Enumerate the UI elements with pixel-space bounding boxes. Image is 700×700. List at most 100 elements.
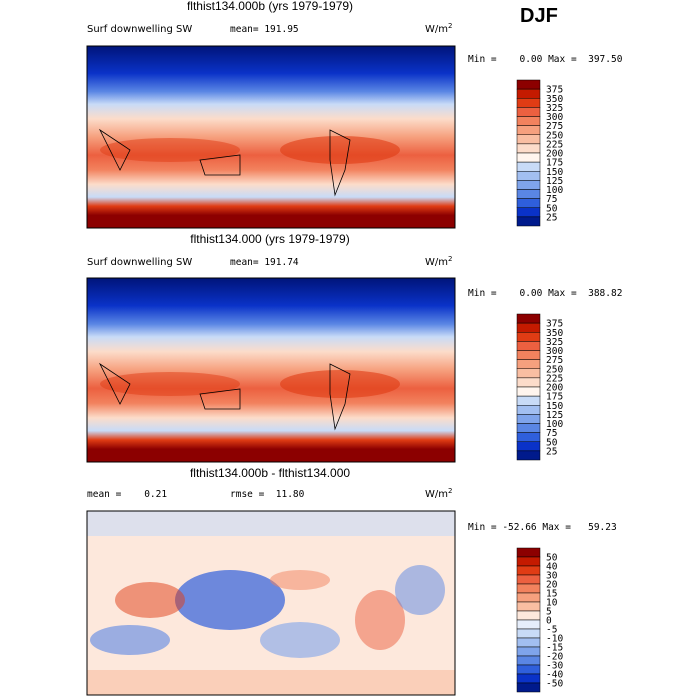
- colorbar-label: 275: [546, 121, 563, 132]
- units: W/m2: [425, 487, 452, 500]
- season: DJF: [520, 5, 558, 27]
- colorbar-box: [516, 395, 541, 406]
- colorbar-box: [516, 143, 541, 154]
- colorbar-box: [516, 682, 541, 693]
- panel-title: flthist134.000 (yrs 1979-1979): [190, 232, 349, 246]
- colorbar-label: 250: [546, 130, 563, 141]
- units-power: 2: [448, 255, 452, 263]
- colorbar-label: 100: [546, 419, 563, 430]
- colorbar-label: 15: [546, 589, 557, 600]
- colorbar-label: 100: [546, 185, 563, 196]
- colorbar-label: 20: [546, 580, 558, 591]
- colorbar-box: [516, 441, 541, 452]
- colorbar-box: [516, 405, 541, 415]
- units-power: 2: [448, 22, 452, 30]
- colorbar-label: 325: [546, 103, 563, 114]
- range-label: Min = 0.00 Max = 397.50: [468, 54, 623, 65]
- colorbar-box: [516, 628, 541, 639]
- units: W/m2: [425, 22, 452, 35]
- colorbar-box: [516, 161, 541, 172]
- variable-label: Surf downwelling SW: [87, 24, 192, 35]
- colorbar-box: [516, 322, 541, 333]
- map-3: [86, 510, 456, 696]
- stat-label: mean= 191.74: [230, 257, 299, 268]
- colorbar-label: -30: [546, 661, 563, 672]
- colorbar-label: 225: [546, 139, 563, 150]
- stat-label: mean = 0.21: [87, 489, 167, 500]
- colorbar-label: 50: [546, 437, 558, 448]
- colorbar-label: 150: [546, 167, 563, 178]
- colorbar-label: 50: [546, 203, 558, 214]
- colorbar-label: 225: [546, 373, 563, 384]
- colorbar-box: [516, 432, 541, 442]
- colorbar-box: [516, 673, 541, 684]
- colorbar-box: [516, 547, 541, 558]
- colorbar-box: [516, 583, 541, 594]
- map-1: [86, 45, 456, 229]
- colorbar-box: [516, 574, 541, 585]
- colorbar-box: [516, 646, 541, 657]
- colorbar-box: [516, 601, 541, 612]
- colorbar-box: [516, 152, 541, 163]
- colorbar-box: [516, 313, 541, 324]
- colorbar-label: 325: [546, 337, 563, 348]
- colorbar-label: 50: [546, 553, 558, 564]
- colorbar-box: [516, 341, 541, 351]
- colorbar-label: -40: [546, 670, 563, 681]
- colorbar-label: 40: [546, 562, 558, 573]
- colorbar-label: 350: [546, 94, 563, 105]
- colorbar-box: [516, 592, 541, 603]
- range-label: Min = 0.00 Max = 388.82: [468, 288, 622, 299]
- colorbar-label: -5: [546, 625, 557, 636]
- colorbar-label: 200: [546, 383, 563, 394]
- colorbar-box: [516, 79, 541, 90]
- colorbar-label: -10: [546, 634, 563, 645]
- colorbar-box: [516, 125, 541, 135]
- colorbar-box: [516, 180, 541, 190]
- colorbar-label: 75: [546, 194, 557, 205]
- colorbar-box: [516, 637, 541, 648]
- colorbar-label: 375: [546, 319, 563, 330]
- units-base: W/m: [425, 257, 448, 268]
- colorbar-box: [516, 610, 541, 621]
- colorbar-label: -15: [546, 643, 563, 654]
- colorbar-label: 30: [546, 571, 558, 582]
- colorbar-label: 10: [546, 598, 558, 609]
- stat-label: mean= 191.95: [230, 24, 299, 35]
- colorbar-label: 150: [546, 401, 563, 412]
- colorbar-box: [516, 98, 541, 108]
- colorbar-label: 25: [546, 446, 557, 457]
- units-base: W/m: [425, 24, 448, 35]
- panel-title: flthist134.000b (yrs 1979-1979): [187, 0, 353, 13]
- colorbar-label: 175: [546, 158, 563, 169]
- units-power: 2: [448, 487, 452, 495]
- colorbar-box: [516, 171, 541, 181]
- colorbar-label: 175: [546, 392, 563, 403]
- colorbar-box: [516, 655, 541, 666]
- panel-title: flthist134.000b - flthist134.000: [190, 466, 350, 480]
- units-base: W/m: [425, 489, 448, 500]
- colorbar-label: 275: [546, 355, 563, 366]
- colorbar-box: [516, 664, 541, 675]
- colorbar-label: 375: [546, 85, 563, 96]
- colorbar-box: [516, 368, 541, 379]
- colorbar-label: 75: [546, 428, 557, 439]
- colorbar-box: [516, 332, 541, 342]
- colorbar-box: [516, 107, 541, 117]
- colorbar-label: -20: [546, 652, 563, 663]
- variable-label: Surf downwelling SW: [87, 257, 192, 268]
- colorbar-label: 125: [546, 176, 563, 187]
- colorbar-box: [516, 189, 541, 199]
- colorbar-box: [516, 414, 541, 424]
- colorbar-label: 350: [546, 328, 563, 339]
- colorbar-box: [516, 134, 541, 145]
- colorbar-box: [516, 198, 541, 208]
- stat-label: rmse = 11.80: [230, 489, 305, 500]
- colorbar-label: 5: [546, 607, 552, 618]
- colorbar-label: 0: [546, 616, 552, 627]
- colorbar-label: 25: [546, 212, 557, 223]
- colorbar-label: 250: [546, 364, 563, 375]
- colorbar-box: [516, 565, 541, 576]
- colorbar-box: [516, 350, 541, 360]
